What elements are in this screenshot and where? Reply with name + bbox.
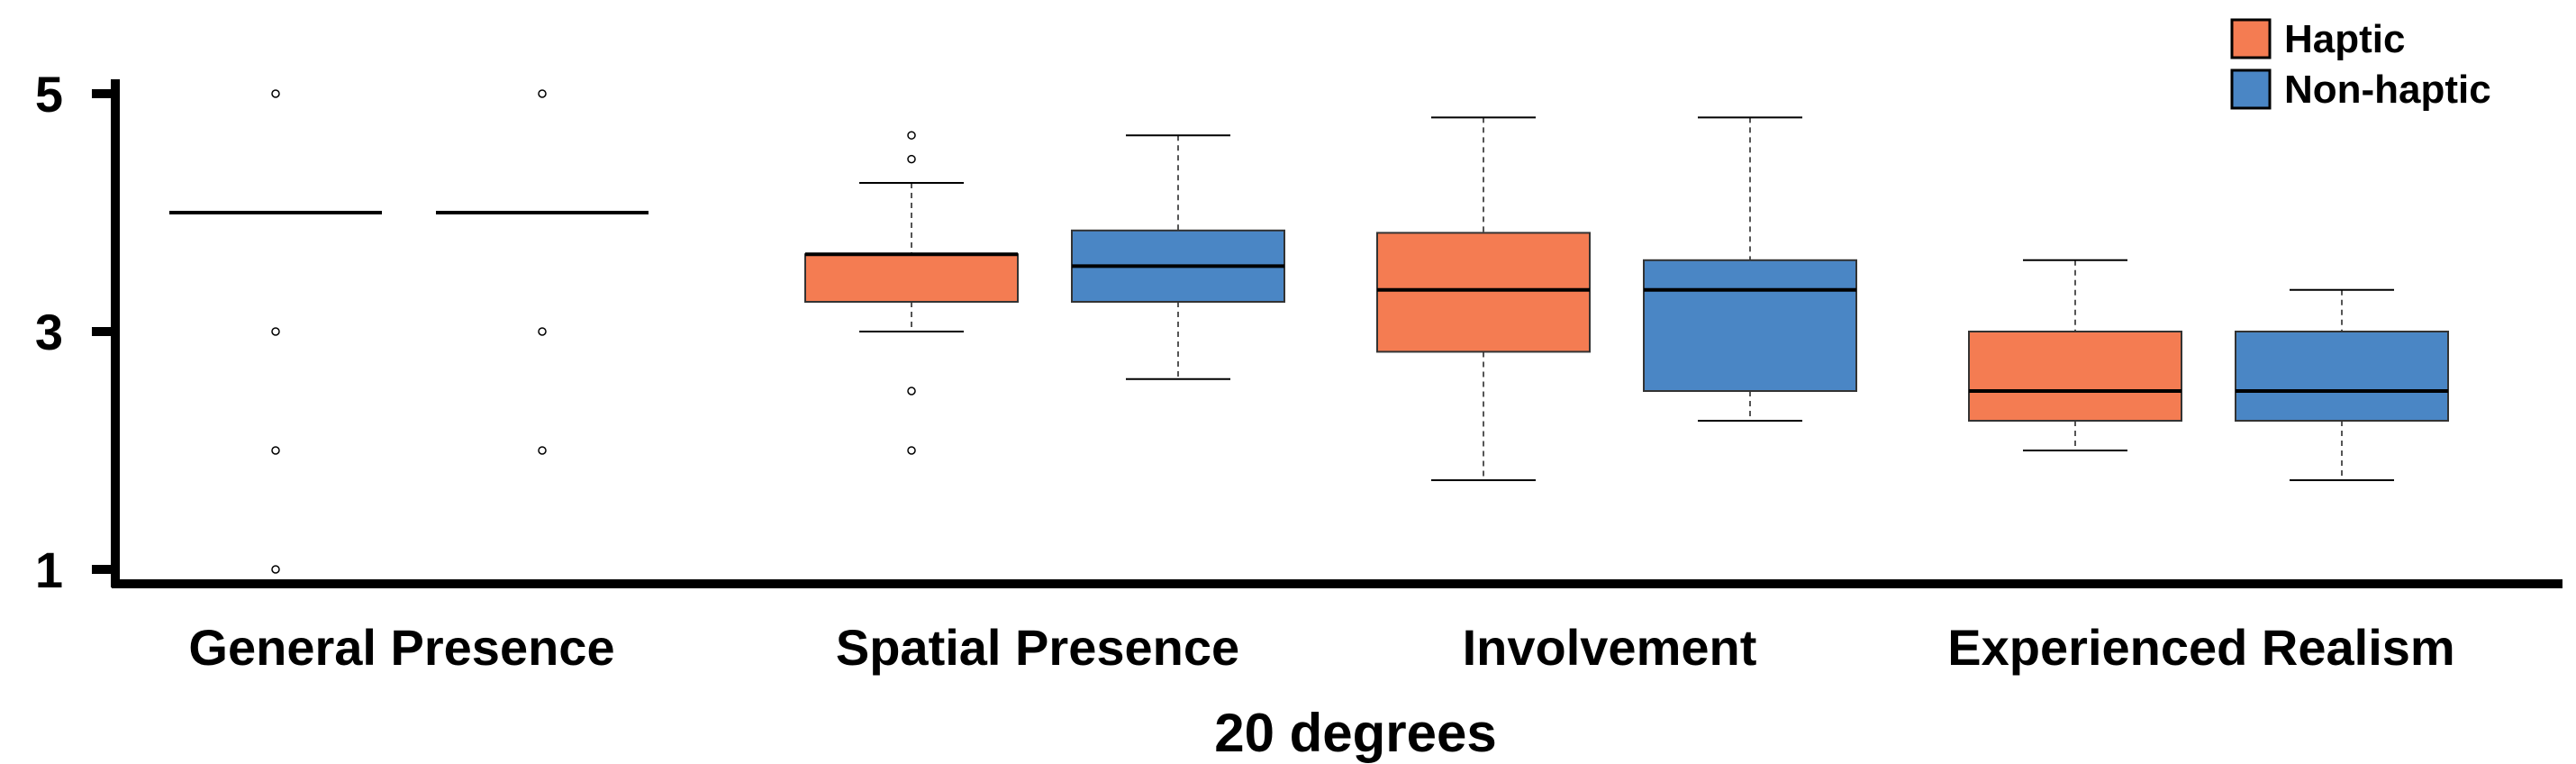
series-non-haptic bbox=[436, 89, 2449, 481]
legend: Haptic Non-haptic bbox=[2230, 17, 2491, 112]
legend-swatch bbox=[2230, 18, 2272, 59]
category-label: Involvement bbox=[1463, 619, 1757, 676]
box bbox=[1968, 259, 2182, 451]
y-tick-label: 5 bbox=[35, 66, 63, 123]
outlier-point bbox=[538, 89, 547, 98]
box-body bbox=[1643, 259, 1857, 392]
legend-label: Non-haptic bbox=[2284, 68, 2491, 112]
y-tick-label: 3 bbox=[35, 304, 63, 360]
category-label: General Presence bbox=[188, 619, 614, 676]
series-haptic bbox=[169, 89, 2182, 574]
outlier-point bbox=[271, 327, 280, 336]
box-body bbox=[2235, 331, 2449, 422]
box bbox=[1071, 134, 1285, 380]
axes: 1 3 5 bbox=[35, 66, 2562, 598]
box bbox=[1376, 116, 1591, 481]
category-label: Experienced Realism bbox=[1947, 619, 2454, 676]
box bbox=[169, 89, 382, 574]
box bbox=[1643, 116, 1857, 422]
outlier-point bbox=[271, 565, 280, 574]
box bbox=[2235, 288, 2449, 481]
y-tick-label: 1 bbox=[35, 541, 63, 598]
category-label: Spatial Presence bbox=[836, 619, 1239, 676]
legend-swatch bbox=[2230, 68, 2272, 110]
outlier-point bbox=[271, 446, 280, 455]
box bbox=[436, 89, 649, 455]
outlier-point bbox=[907, 387, 916, 396]
box-series bbox=[169, 89, 2449, 574]
outlier-point bbox=[271, 89, 280, 98]
category-labels: General Presence Spatial Presence Involvem… bbox=[188, 619, 2454, 676]
outlier-point bbox=[538, 327, 547, 336]
box-body bbox=[1376, 232, 1591, 353]
box-body bbox=[1968, 331, 2182, 422]
box-body bbox=[804, 253, 1019, 304]
outlier-point bbox=[538, 446, 547, 455]
box bbox=[804, 131, 1019, 455]
outlier-point bbox=[907, 131, 916, 140]
x-axis-title: 20 degrees bbox=[1214, 703, 1497, 763]
legend-label: Haptic bbox=[2284, 17, 2405, 61]
outlier-point bbox=[907, 446, 916, 455]
outlier-point bbox=[907, 154, 916, 164]
